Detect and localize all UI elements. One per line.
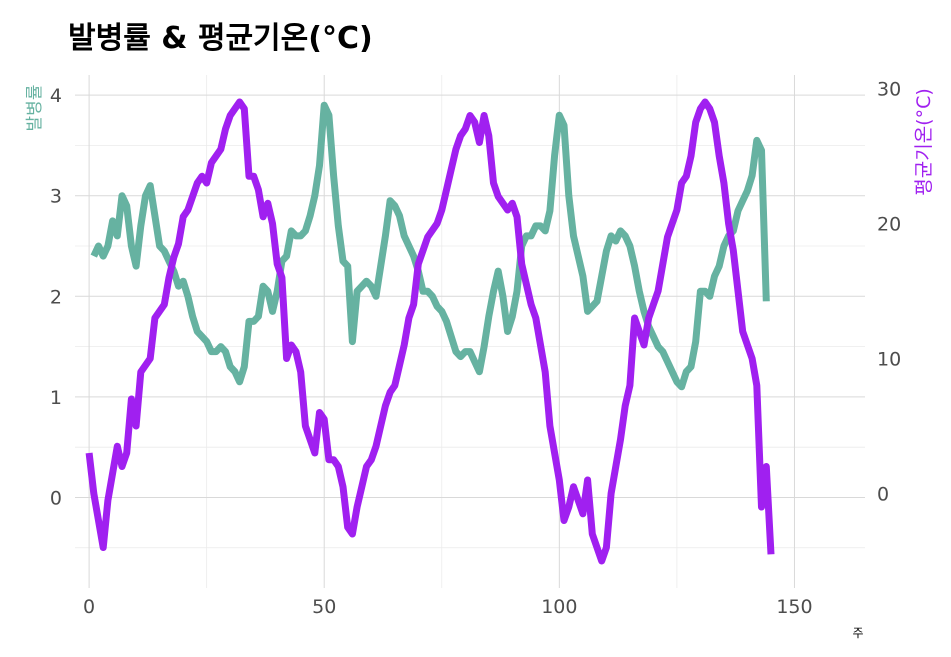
right-tick-label: 10	[877, 349, 901, 371]
chart-title: 발병률 & 평균기온(°C)	[68, 21, 373, 56]
left-tick-label: 0	[50, 487, 62, 509]
right-tick-label: 0	[877, 484, 889, 506]
right-axis-title: 평균기온(°C)	[913, 88, 935, 196]
right-tick-label: 30	[877, 79, 901, 101]
grid	[75, 75, 865, 588]
left-tick-label: 4	[50, 85, 62, 107]
left-tick-label: 2	[50, 286, 62, 308]
left-axis-ticks: 0 1 2 3 4	[50, 85, 62, 509]
temperature-series-line	[85, 98, 775, 565]
x-tick-label: 100	[541, 596, 577, 618]
left-tick-label: 3	[50, 186, 62, 208]
x-tick-label: 50	[312, 596, 336, 618]
x-axis-ticks: 0 50 100 150	[83, 596, 813, 618]
x-tick-label: 150	[776, 596, 812, 618]
x-axis-title: 주	[852, 626, 863, 640]
x-tick-label: 0	[83, 596, 95, 618]
right-tick-label: 20	[877, 214, 901, 236]
right-axis-ticks: 0 10 20 30	[877, 79, 901, 506]
left-tick-label: 1	[50, 387, 62, 409]
series-group	[85, 98, 775, 565]
left-axis-title: 발병률	[25, 85, 45, 132]
incidence-series-line	[90, 101, 770, 391]
